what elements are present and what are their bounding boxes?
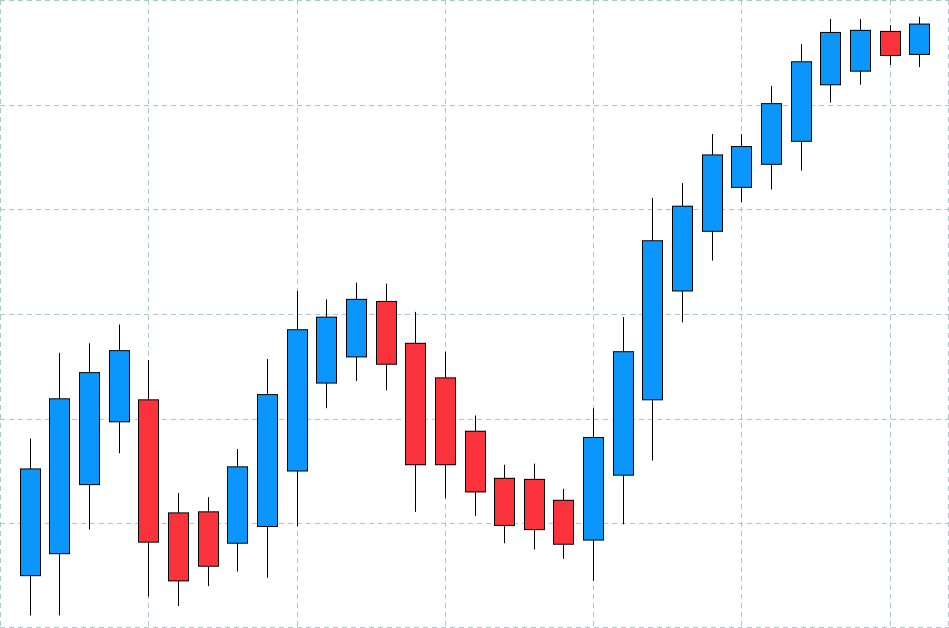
candle-body-up	[761, 103, 782, 165]
candle-body-down	[198, 511, 219, 567]
candle-body-up	[731, 146, 752, 188]
candle-body-up	[820, 31, 841, 86]
candle-body-down	[553, 499, 574, 545]
candle-body-up	[346, 298, 367, 358]
candle-body-down	[405, 342, 426, 466]
candle-body-up	[583, 437, 604, 541]
candle-body-up	[20, 468, 41, 577]
candle-body-up	[79, 372, 100, 486]
candle-body-up	[850, 29, 871, 72]
candle-body-up	[316, 316, 337, 384]
candle-body-up	[287, 329, 308, 472]
candle-body-up	[257, 394, 278, 527]
candle-body-up	[909, 23, 930, 55]
candle-body-down	[524, 478, 545, 531]
candle-body-down	[465, 430, 486, 493]
candle-body-up	[791, 61, 812, 142]
candle-body-up	[672, 205, 693, 292]
candle-body-down	[494, 477, 515, 526]
candle-body-down	[880, 30, 901, 56]
candle-body-down	[435, 377, 456, 466]
candle-body-down	[168, 512, 189, 582]
candle-body-up	[109, 350, 130, 423]
candle-body-up	[642, 240, 663, 401]
candle-body-up	[227, 466, 248, 544]
candle-body-down	[376, 300, 397, 365]
candle-body-up	[702, 154, 723, 232]
candle-body-up	[613, 351, 634, 476]
candle-body-up	[49, 398, 70, 555]
candle-body-down	[138, 399, 159, 543]
